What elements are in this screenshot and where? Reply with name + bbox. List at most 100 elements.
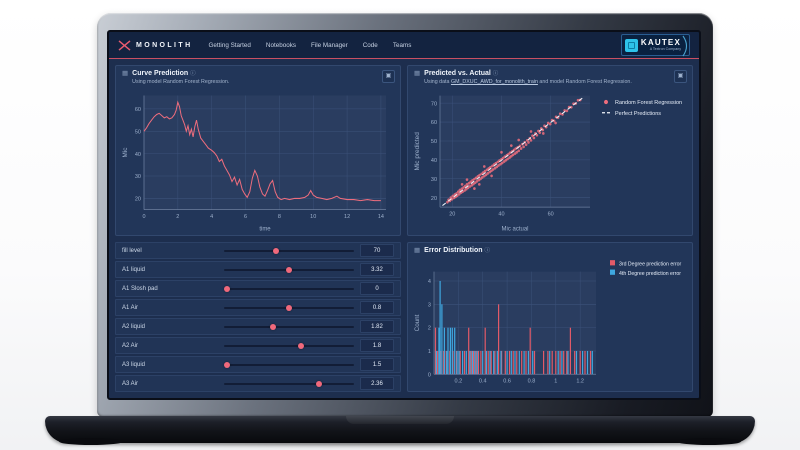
slider-track[interactable] xyxy=(224,379,354,389)
info-icon[interactable]: ⓘ xyxy=(190,71,196,77)
svg-text:Mic actual: Mic actual xyxy=(501,226,528,233)
monolith-logo-icon xyxy=(118,39,131,51)
slider-row-a2-liquid: A2 liquid 1.82 xyxy=(115,318,401,335)
svg-text:20: 20 xyxy=(449,212,455,218)
svg-text:60: 60 xyxy=(548,212,554,218)
laptop-screen: MONOLITH Getting Started Notebooks File Ma… xyxy=(107,30,701,400)
svg-text:4: 4 xyxy=(210,214,213,220)
svg-text:3rd Degree prediction error: 3rd Degree prediction error xyxy=(619,261,682,267)
panel-title: Predicted vs. Actual xyxy=(424,70,491,77)
nav-item-code[interactable]: Code xyxy=(362,41,378,49)
svg-text:Count: Count xyxy=(414,314,421,331)
slider-label: fill level xyxy=(122,247,142,254)
svg-text:4: 4 xyxy=(428,279,431,285)
svg-text:0: 0 xyxy=(142,214,145,220)
laptop-lid: MONOLITH Getting Started Notebooks File Ma… xyxy=(97,13,713,417)
panel-title: Curve Prediction xyxy=(132,70,189,77)
svg-text:2: 2 xyxy=(428,326,431,332)
curve-prediction-panel: ▦ Curve Prediction ⓘ Using model Random … xyxy=(115,65,401,236)
svg-text:0.4: 0.4 xyxy=(479,379,487,385)
svg-text:2: 2 xyxy=(176,214,179,220)
slider-track[interactable] xyxy=(224,303,354,313)
svg-text:60: 60 xyxy=(135,107,141,113)
panel-title: Error Distribution xyxy=(424,247,483,254)
svg-text:14: 14 xyxy=(378,214,384,220)
slider-knob[interactable] xyxy=(270,323,277,330)
slider-track[interactable] xyxy=(224,322,354,332)
svg-text:time: time xyxy=(259,226,271,233)
svg-text:40: 40 xyxy=(498,212,504,218)
slider-knob[interactable] xyxy=(223,361,230,368)
svg-text:12: 12 xyxy=(344,214,350,220)
nav-menu: Getting Started Notebooks File Manager Code… xyxy=(209,42,412,49)
curve-line-chart: 0 2 4 6 8 10 12 14 20 30 40 50 60 time Mic xyxy=(122,95,386,233)
slider-knob[interactable] xyxy=(286,266,292,273)
slider-knob[interactable] xyxy=(315,380,322,387)
brand[interactable]: MONOLITH xyxy=(118,39,193,51)
laptop-base-notch xyxy=(346,416,454,424)
svg-text:Perfect Predictions: Perfect Predictions xyxy=(615,111,661,117)
slider-track[interactable] xyxy=(224,341,354,351)
slider-knob[interactable] xyxy=(223,285,230,292)
panel-subtitle: Using model Random Forest Regression. xyxy=(132,79,230,86)
predicted-scatter-chart: 20 40 60 20 30 40 50 60 70 Mic actual Mic predicte… xyxy=(414,95,682,233)
slider-knob[interactable] xyxy=(273,247,279,254)
panel-grid-icon: ▦ xyxy=(414,247,421,254)
svg-text:40: 40 xyxy=(431,158,437,164)
svg-text:1.2: 1.2 xyxy=(576,379,584,385)
nav-item-notebooks[interactable]: Notebooks xyxy=(265,41,296,49)
slider-value: 1.8 xyxy=(360,339,394,352)
svg-text:1: 1 xyxy=(554,379,557,385)
laptop-foot-left xyxy=(59,438,123,445)
kautex-name: KAUTEX xyxy=(640,37,681,47)
slider-track[interactable] xyxy=(224,246,354,256)
nav-item-getting-started[interactable]: Getting Started xyxy=(208,41,251,49)
slider-label: A3 liquid xyxy=(122,361,146,368)
svg-text:10: 10 xyxy=(310,214,316,220)
nav-item-file-manager[interactable]: File Manager xyxy=(311,41,348,49)
svg-text:50: 50 xyxy=(135,129,141,135)
svg-text:30: 30 xyxy=(431,177,437,183)
slider-row-fill-level: fill level 70 xyxy=(115,242,401,259)
slider-row-a3-air: A3 Air 2.36 xyxy=(115,375,401,392)
panel-subtitle: Using data GM_DXUC_AWD_for_monolith_trai… xyxy=(424,79,632,86)
svg-text:40: 40 xyxy=(135,152,141,158)
slider-label: A1 Air xyxy=(122,304,139,311)
svg-text:6: 6 xyxy=(244,214,247,220)
error-distribution-panel: ▦ Error Distribution ⓘ 0.2 0.4 0.6 0.8 1 1.2 0… xyxy=(407,242,693,392)
slider-knob[interactable] xyxy=(286,304,292,311)
sliders-panel: fill level 70 A1 liquid 3.32 A1 Slosh pad 0 A1… xyxy=(115,242,401,392)
svg-text:30: 30 xyxy=(135,174,141,180)
slider-track[interactable] xyxy=(223,284,354,294)
svg-text:20: 20 xyxy=(135,197,141,203)
svg-text:1: 1 xyxy=(428,349,431,355)
slider-value: 2.36 xyxy=(360,377,394,390)
expand-button[interactable]: ▣ xyxy=(382,70,395,83)
dataset-link[interactable]: GM_DXUC_AWD_for_monolith_train xyxy=(450,79,538,86)
slider-value: 1.82 xyxy=(360,320,394,333)
svg-text:0.8: 0.8 xyxy=(528,379,536,385)
info-icon[interactable]: ⓘ xyxy=(492,71,499,77)
slider-label: A2 Air xyxy=(122,342,139,349)
svg-text:60: 60 xyxy=(431,120,437,126)
slider-value: 0.8 xyxy=(360,301,394,314)
curve-prediction-header: ▦ Curve Prediction ⓘ Using model Random … xyxy=(116,66,400,87)
info-icon[interactable]: ⓘ xyxy=(484,248,490,254)
dashboard: ▦ Curve Prediction ⓘ Using model Random … xyxy=(109,58,699,398)
slider-row-a3-liquid: A3 liquid 1.5 xyxy=(115,356,401,373)
slider-row-a1-liquid: A1 liquid 3.32 xyxy=(115,261,401,278)
slider-label: A2 liquid xyxy=(122,323,146,330)
slider-knob[interactable] xyxy=(297,342,304,349)
svg-text:4th Degree prediction error: 4th Degree prediction error xyxy=(619,271,681,277)
nav-item-teams[interactable]: Teams xyxy=(392,41,412,49)
slider-value: 3.32 xyxy=(360,263,394,276)
slider-label: A1 Slosh pad xyxy=(122,285,158,292)
slider-track[interactable] xyxy=(223,360,354,370)
panel-grid-icon: ▦ xyxy=(414,70,421,77)
svg-text:Mic predicted: Mic predicted xyxy=(414,132,421,171)
slider-row-a1-slosh-pad: A1 Slosh pad 0 xyxy=(115,280,401,297)
slider-row-a2-air: A2 Air 1.8 xyxy=(115,337,401,354)
expand-button[interactable]: ▣ xyxy=(674,70,687,83)
kautex-logo: KAUTEX A Textron Company xyxy=(620,34,690,57)
slider-track[interactable] xyxy=(224,265,354,275)
